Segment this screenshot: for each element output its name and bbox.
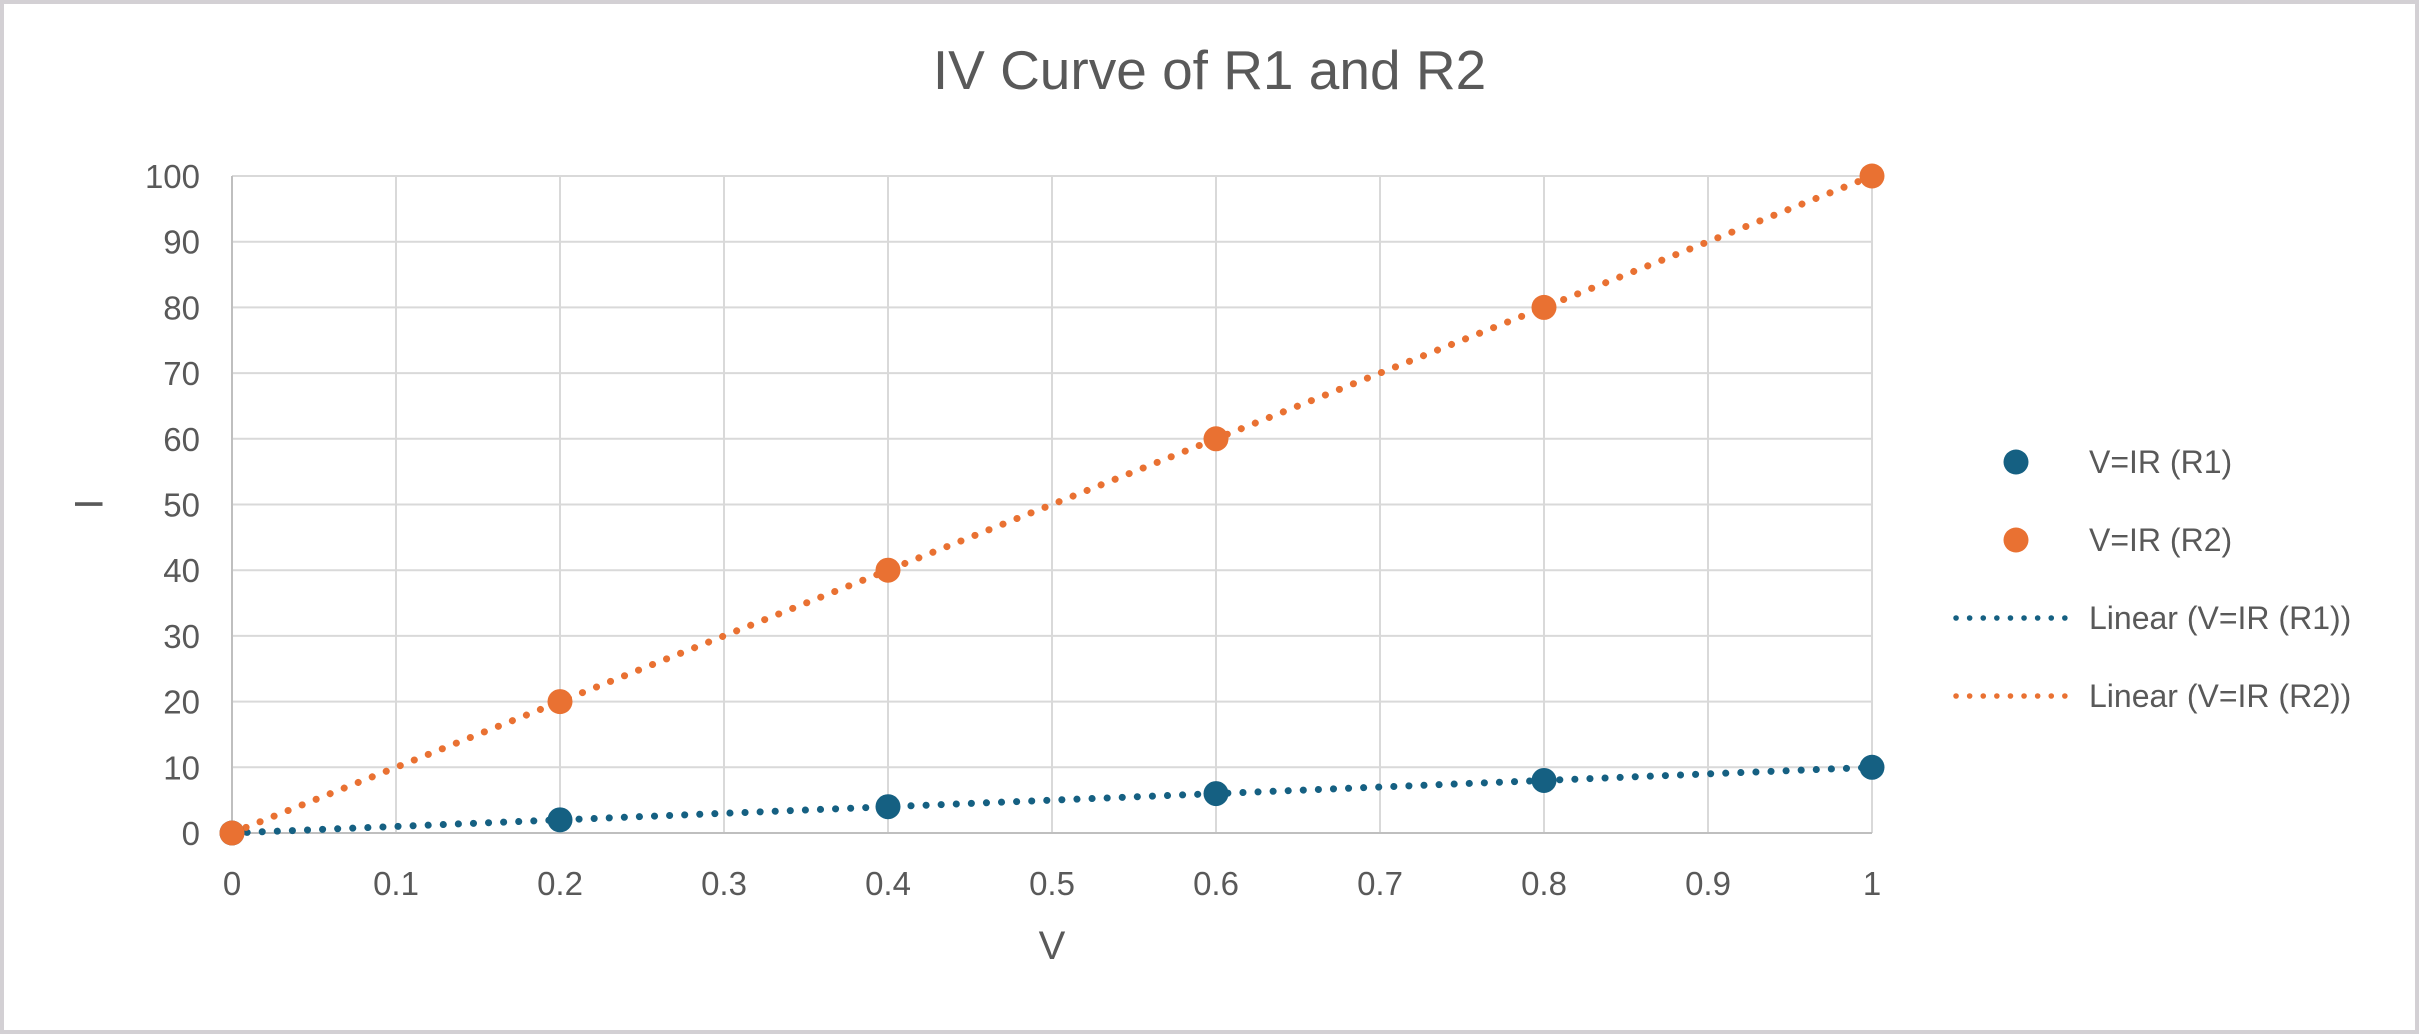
y-tick-label: 50 — [163, 487, 200, 524]
legend-label[interactable]: V=IR (R2) — [2089, 522, 2232, 558]
y-tick-label: 60 — [163, 421, 200, 458]
data-point-series-2[interactable] — [1531, 294, 1557, 320]
legend-marker-icon[interactable] — [2003, 449, 2029, 475]
x-axis-title[interactable]: V — [1038, 924, 1066, 968]
x-tick-label: 0.6 — [1193, 865, 1239, 902]
y-tick-label: 20 — [163, 684, 200, 721]
legend-label[interactable]: Linear (V=IR (R2)) — [2089, 678, 2351, 714]
data-point-series-1[interactable] — [1203, 781, 1229, 807]
plot-area: 0 0.1 0.2 0.3 0.4 0.5 0.6 0.7 0.8 0.9 101020304050… — [145, 158, 2351, 902]
chart-title[interactable]: IV Curve of R1 and R2 — [932, 39, 1487, 101]
data-point-series-1[interactable] — [875, 794, 901, 820]
y-tick-label: 90 — [163, 224, 200, 261]
x-tick-label: 0.1 — [373, 865, 419, 902]
y-tick-label: 70 — [163, 355, 200, 392]
y-tick-label: 10 — [163, 749, 200, 786]
data-point-series-2[interactable] — [547, 689, 573, 715]
data-point-series-1[interactable] — [1859, 754, 1885, 780]
x-tick-label: 0.9 — [1685, 865, 1731, 902]
x-tick-label: 1 — [1863, 865, 1881, 902]
x-tick-label: 0.2 — [537, 865, 583, 902]
data-point-series-1[interactable] — [1531, 767, 1557, 793]
legend-marker-icon[interactable] — [2003, 527, 2029, 553]
legend-label[interactable]: Linear (V=IR (R1)) — [2089, 600, 2351, 636]
x-tick-label: 0.8 — [1521, 865, 1567, 902]
x-tick-label: 0.7 — [1357, 865, 1403, 902]
y-tick-label: 100 — [145, 158, 200, 195]
y-tick-label: 80 — [163, 289, 200, 326]
x-tick-label: 0.3 — [701, 865, 747, 902]
x-tick-label: 0 — [223, 865, 241, 902]
data-point-series-2[interactable] — [875, 557, 901, 583]
x-tick-label: 0.5 — [1029, 865, 1075, 902]
legend-label[interactable]: V=IR (R1) — [2089, 444, 2232, 480]
data-point-series-1[interactable] — [547, 807, 573, 833]
x-tick-label: 0.4 — [865, 865, 911, 902]
y-tick-label: 40 — [163, 552, 200, 589]
trendline-series-1[interactable] — [228, 763, 1876, 837]
data-point-series-2[interactable] — [1203, 426, 1229, 452]
data-point-series-2[interactable] — [1859, 163, 1885, 189]
data-point-series-2[interactable] — [219, 820, 245, 846]
y-tick-label: 0 — [182, 815, 200, 852]
y-tick-label: 30 — [163, 618, 200, 655]
